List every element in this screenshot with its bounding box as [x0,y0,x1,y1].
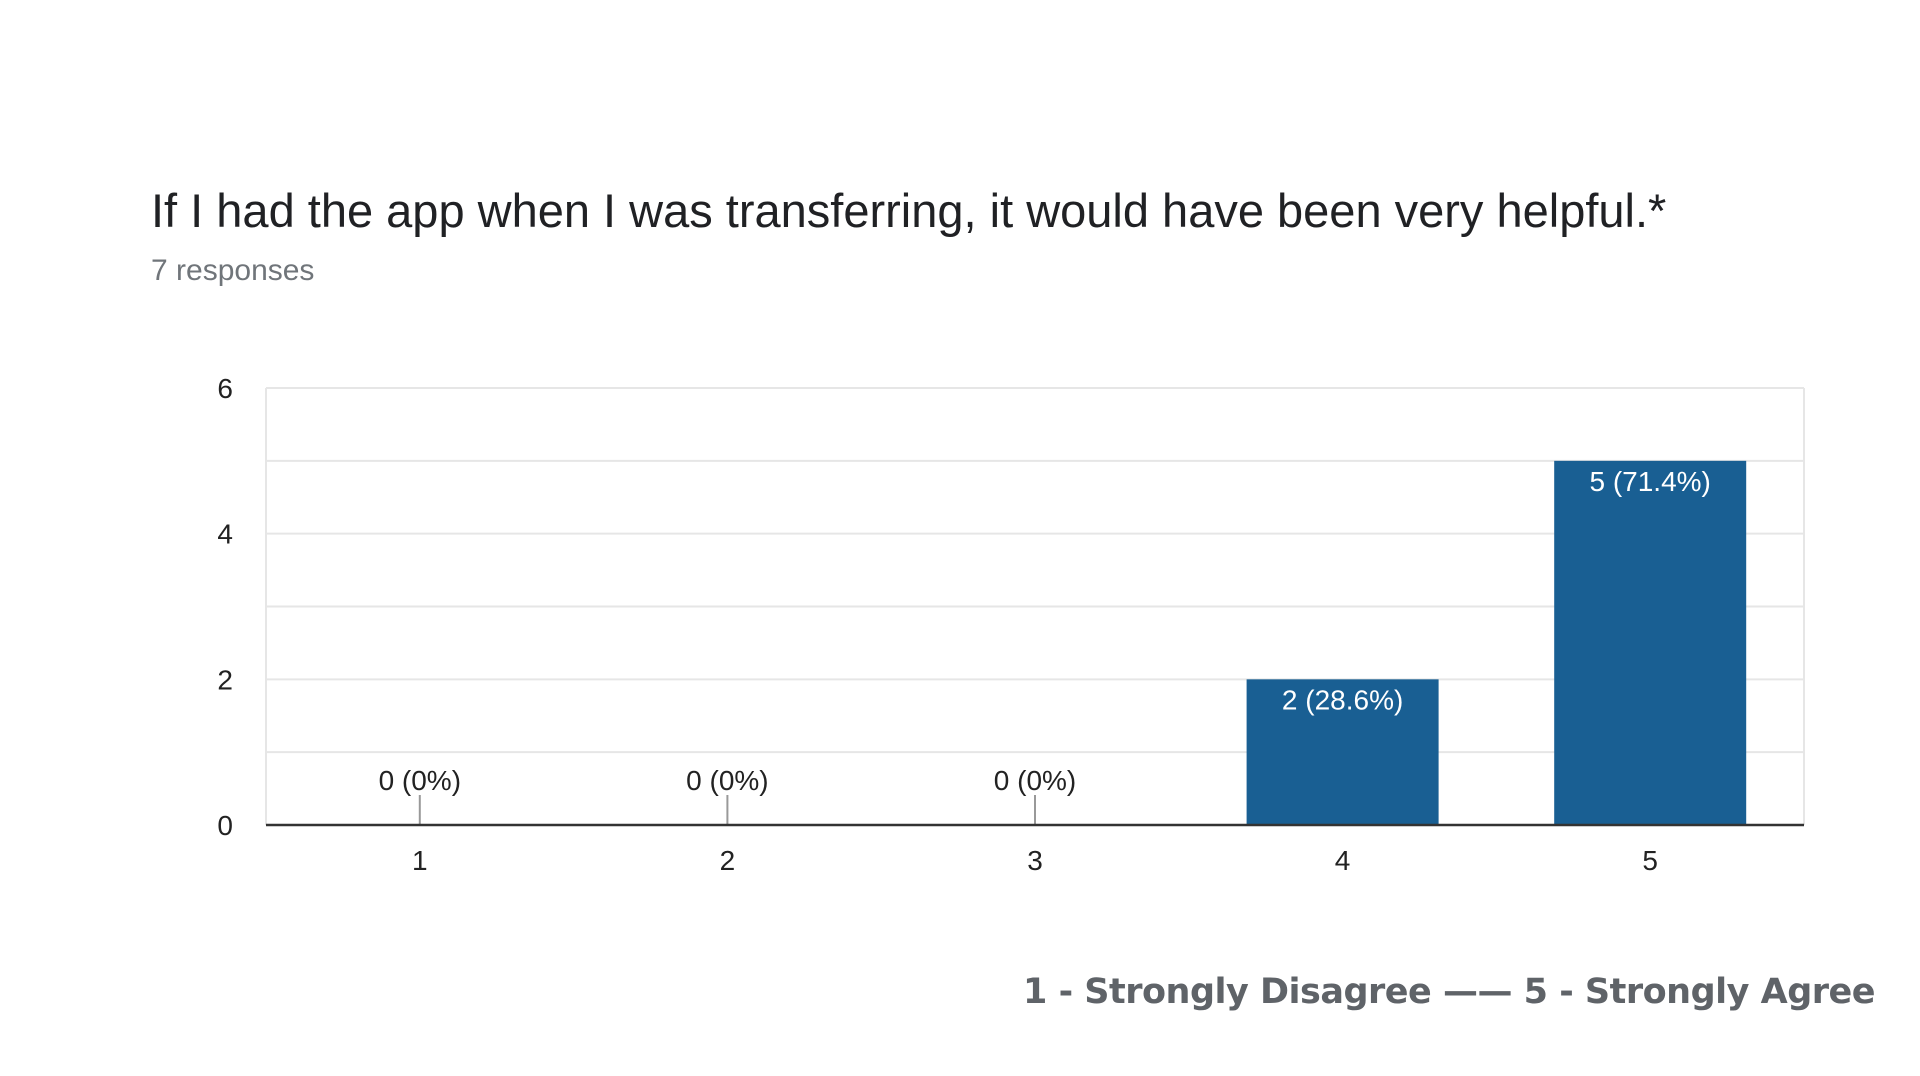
question-title: If I had the app when I was transferring… [151,184,1667,237]
bars [418,460,1747,825]
bar [1554,460,1747,825]
x-tick-label: 2 [720,845,736,876]
x-tick-label: 5 [1642,845,1658,876]
bar-value-label: 0 (0%) [994,765,1076,796]
x-tick-label: 3 [1027,845,1043,876]
bar-value-label: 0 (0%) [686,765,768,796]
x-tick-label: 4 [1335,845,1351,876]
x-tick-label: 1 [412,845,428,876]
gridlines [265,387,1805,825]
y-tick-label: 6 [217,373,233,404]
bar-value-label: 5 (71.4%) [1589,466,1710,497]
labels: 0 2 4 6 0 (0%) 1 0 (0%) 2 0 (0%) 3 2 (28.6%) 4 5 (71… [217,373,1710,876]
bar [1246,679,1439,825]
y-tick-label: 4 [217,519,233,550]
scale-legend: 1 - Strongly Disagree —— 5 - Strongly Ag… [1023,972,1875,1012]
y-tick-label: 2 [217,664,233,695]
y-tick-label: 0 [217,810,233,841]
response-count: 7 responses [151,254,315,287]
bar-value-label: 0 (0%) [379,765,461,796]
bar-value-label: 2 (28.6%) [1282,684,1403,715]
